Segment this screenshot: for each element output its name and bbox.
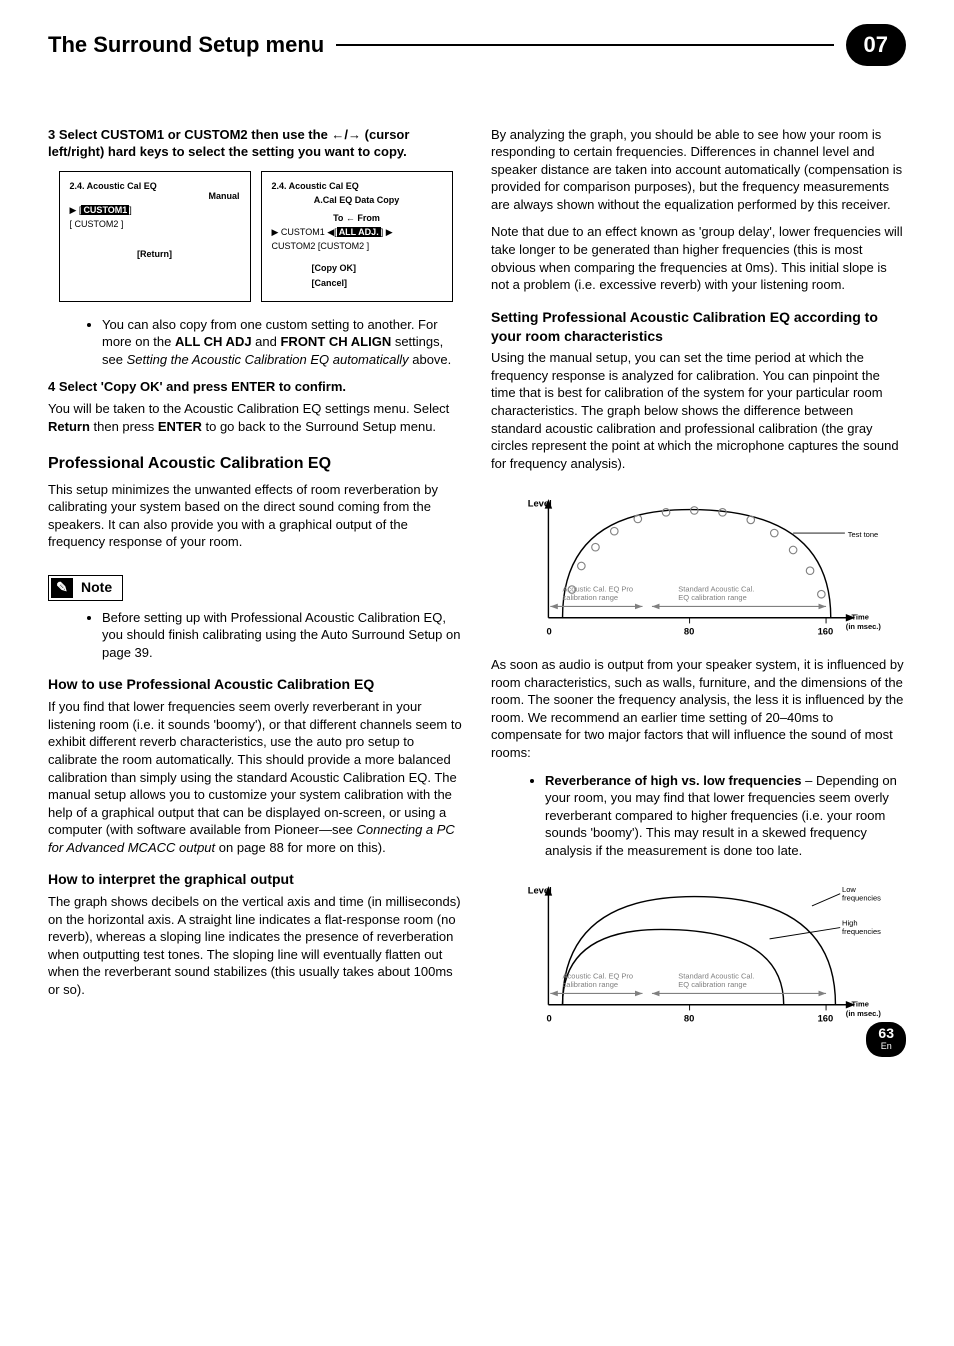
graph-2-svg: Level 0 80 160 Time (in msec.) Acoustic …	[509, 873, 889, 1033]
lcd2-title: 2.4. Acoustic Cal EQ	[272, 180, 442, 192]
b1g: above.	[409, 352, 452, 367]
g1-xl2: (in msec.)	[845, 622, 881, 631]
note-list: Before setting up with Professional Acou…	[62, 609, 463, 662]
g2-xl1: Time	[851, 1000, 868, 1009]
pencil-icon: ✎	[51, 578, 73, 598]
g1-pro2: calibration range	[562, 593, 618, 602]
g1-ylabel: Level	[527, 498, 551, 509]
left-column: 3 Select CUSTOM1 or CUSTOM2 then use the…	[48, 126, 463, 1044]
g2-std2: EQ calibration range	[678, 980, 747, 989]
note-label: Note	[81, 578, 112, 597]
page-number-badge: 63 En	[866, 1022, 906, 1057]
lcd-screen-1: 2.4. Acoustic Cal EQ Manual ▶ [CUSTOM1] …	[59, 171, 251, 302]
lcd2-hdr: To ← From	[272, 212, 442, 224]
lcd1-row1-post: ]	[129, 205, 132, 215]
g1-std2: EQ calibration range	[678, 593, 747, 602]
b2a: Reverberance of high vs. low frequencies	[545, 773, 801, 788]
g2-t160: 160	[817, 1013, 833, 1024]
s4a: You will be taken to the Acoustic Calibr…	[48, 401, 449, 416]
lcd1-row1: ▶ [CUSTOM1]	[70, 204, 240, 216]
lcd2-row1: ▶ CUSTOM1 ◀[ALL ADJ.] ▶	[272, 226, 442, 238]
g2-high2: frequencies	[842, 927, 881, 936]
s4d: ENTER	[158, 419, 202, 434]
step-4-heading: 4 Select 'Copy OK' and press ENTER to co…	[48, 378, 463, 396]
bullet-list-2: Reverberance of high vs. low frequencies…	[505, 772, 906, 860]
step-3-heading: 3 Select CUSTOM1 or CUSTOM2 then use the…	[48, 126, 463, 161]
s4b: Return	[48, 419, 90, 434]
b1c: and	[252, 334, 281, 349]
after-graph1: As soon as audio is output from your spe…	[491, 656, 906, 761]
g2-pro2: calibration range	[562, 980, 618, 989]
lcd2-r1-pre: ▶ CUSTOM1 ◀[	[272, 227, 337, 237]
graph-1-svg: Level 0 80 160 Time (in msec.) Acoustic …	[509, 486, 889, 646]
setting-body: Using the manual setup, you can set the …	[491, 349, 906, 472]
sub-setting: Setting Professional Acoustic Calibratio…	[491, 308, 906, 346]
g1-xl1: Time	[851, 613, 868, 622]
lcd-screen-2: 2.4. Acoustic Cal EQ A.Cal EQ Data Copy …	[261, 171, 453, 302]
right-p1: By analyzing the graph, you should be ab…	[491, 126, 906, 214]
pro-eq-body: This setup minimizes the unwanted effect…	[48, 481, 463, 551]
note-box: ✎ Note	[48, 575, 123, 601]
page-lang: En	[878, 1042, 894, 1051]
g1-t160: 160	[817, 626, 833, 637]
g2-t0: 0	[546, 1013, 551, 1024]
step-4-body: You will be taken to the Acoustic Calibr…	[48, 400, 463, 435]
header: The Surround Setup menu 07	[48, 24, 906, 66]
chapter-badge: 07	[846, 24, 906, 66]
graph-2: Level 0 80 160 Time (in msec.) Acoustic …	[509, 873, 889, 1033]
b1d: FRONT CH ALIGN	[280, 334, 391, 349]
lcd1-row2: [ CUSTOM2 ]	[70, 218, 240, 230]
lcd1-return: [Return]	[70, 248, 240, 260]
g2-low2: frequencies	[842, 894, 881, 903]
lcd1-row1-pre: ▶ [	[70, 205, 82, 215]
lcd1-row1-hl: CUSTOM1	[81, 205, 129, 215]
lcd2-ok: [Copy OK]	[272, 262, 442, 274]
lcd2-r1-post: ] ▶	[381, 227, 393, 237]
g2-t80: 80	[683, 1013, 693, 1024]
header-rule	[336, 44, 833, 46]
g2-ylabel: Level	[527, 885, 551, 896]
lcd2-row2: CUSTOM2 [CUSTOM2 ]	[272, 240, 442, 252]
page-title: The Surround Setup menu	[48, 30, 324, 60]
s4e: to go back to the Surround Setup menu.	[202, 419, 436, 434]
g1-tone: Test tone	[847, 530, 878, 539]
how-use-body: If you find that lower frequencies seem …	[48, 698, 463, 856]
sub-how-use: How to use Professional Acoustic Calibra…	[48, 675, 463, 694]
interpret-body: The graph shows decibels on the vertical…	[48, 893, 463, 998]
hua: If you find that lower frequencies seem …	[48, 699, 462, 837]
bullet-list-1: You can also copy from one custom settin…	[62, 316, 463, 369]
bullet-2: Reverberance of high vs. low frequencies…	[545, 772, 906, 860]
lcd-screens: 2.4. Acoustic Cal EQ Manual ▶ [CUSTOM1] …	[48, 171, 463, 302]
b1b: ALL CH ADJ	[175, 334, 252, 349]
right-p2: Note that due to an effect known as 'gro…	[491, 223, 906, 293]
s4c: then press	[90, 419, 158, 434]
page-number: 63	[878, 1025, 894, 1041]
lcd2-sub: A.Cal EQ Data Copy	[272, 194, 442, 206]
note-body: Before setting up with Professional Acou…	[102, 609, 463, 662]
g1-t0: 0	[546, 626, 551, 637]
b1f: Setting the Acoustic Calibration EQ auto…	[127, 352, 409, 367]
lcd2-cancel: [Cancel]	[272, 277, 442, 289]
g1-t80: 80	[683, 626, 693, 637]
lcd2-r1-hl: ALL ADJ.	[337, 227, 381, 237]
section-pro-eq: Professional Acoustic Calibration EQ	[48, 453, 463, 475]
g2-xl2: (in msec.)	[845, 1009, 881, 1018]
right-column: By analyzing the graph, you should be ab…	[491, 126, 906, 1044]
huc: on page 88 for more on this).	[215, 840, 386, 855]
sub-interpret: How to interpret the graphical output	[48, 870, 463, 889]
bullet-1: You can also copy from one custom settin…	[102, 316, 463, 369]
graph-1: Level 0 80 160 Time (in msec.) Acoustic …	[509, 486, 889, 646]
